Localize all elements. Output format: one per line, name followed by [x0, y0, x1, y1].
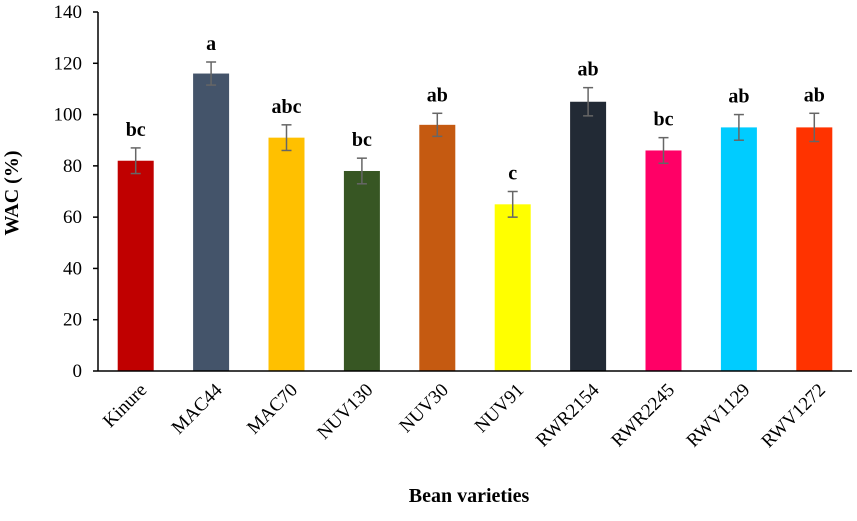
- significance-label: c: [508, 163, 517, 185]
- y-tick-label: 100: [54, 105, 83, 126]
- bar-kinure: [117, 160, 154, 371]
- bar-nuv30: [419, 124, 456, 371]
- bar-rwr2245: [645, 150, 682, 371]
- significance-label: ab: [578, 59, 599, 81]
- y-tick-label: 120: [54, 53, 83, 74]
- significance-label: bc: [126, 119, 146, 141]
- x-category-label: NUV30: [395, 380, 452, 437]
- x-category-label: Kinure: [99, 380, 151, 432]
- y-tick-label: 60: [63, 207, 82, 228]
- bar-rwr2154: [570, 101, 607, 371]
- y-tick-label: 80: [63, 156, 82, 177]
- bar-mac70: [268, 137, 305, 371]
- y-axis-ticks: 0 20 40 60 80 100 120 140: [54, 2, 98, 382]
- bar-nuv91: [494, 204, 531, 371]
- significance-label: ab: [427, 84, 448, 106]
- significance-label: abc: [272, 96, 302, 118]
- significance-label: a: [206, 33, 216, 55]
- significance-label: ab: [728, 86, 749, 108]
- error-bars: [130, 61, 820, 218]
- x-category-label: RWV1272: [758, 380, 830, 452]
- x-category-label: RWR2245: [607, 380, 679, 452]
- x-category-label: RWV1129: [683, 380, 755, 452]
- y-tick-label: 0: [73, 361, 83, 382]
- x-category-label: MAC70: [243, 380, 302, 439]
- bar-rwv1272: [796, 127, 833, 372]
- y-tick-label: 20: [63, 310, 82, 331]
- bar-rwv1129: [720, 127, 757, 372]
- bar-nuv130: [343, 170, 380, 371]
- significance-label: ab: [804, 84, 825, 106]
- significance-label: bc: [352, 129, 372, 151]
- bars: [117, 73, 833, 372]
- x-category-label: MAC44: [168, 379, 227, 438]
- bar-mac44: [193, 73, 230, 372]
- y-tick-label: 40: [63, 258, 82, 279]
- x-axis-title: Bean varieties: [409, 485, 530, 507]
- y-axis-title: WAC (%): [1, 151, 23, 236]
- x-category-label: NUV91: [471, 380, 528, 437]
- x-category-label: NUV130: [313, 380, 377, 444]
- y-tick-label: 140: [54, 2, 83, 23]
- significance-label: bc: [654, 109, 674, 131]
- x-axis-category-labels: Kinure MAC44 MAC70 NUV130 NUV30 NUV91 RWR2154 R…: [99, 379, 830, 452]
- x-category-label: RWR2154: [532, 379, 604, 451]
